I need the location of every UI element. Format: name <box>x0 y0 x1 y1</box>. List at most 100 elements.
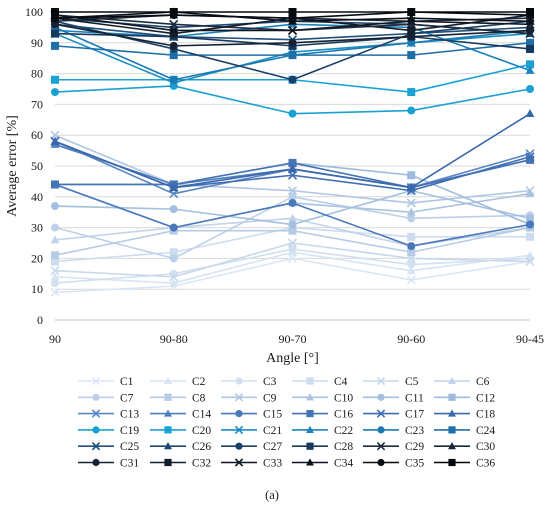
data-point <box>51 257 59 266</box>
data-point <box>525 189 535 198</box>
data-point <box>50 235 60 244</box>
data-point <box>526 220 534 229</box>
legend-item: C20 <box>150 425 211 437</box>
legend-label: C27 <box>263 441 282 453</box>
x-tick-label: 90-45 <box>516 332 544 346</box>
legend-label: C25 <box>120 441 139 453</box>
legend-swatch-marker <box>448 409 456 417</box>
data-point <box>169 51 178 60</box>
data-point <box>526 44 534 53</box>
data-point <box>407 88 416 97</box>
legend-item: C24 <box>434 425 495 437</box>
legend-swatch-marker <box>306 442 314 450</box>
data-point <box>169 272 179 282</box>
data-point <box>51 88 59 97</box>
legend-label: C31 <box>120 458 139 470</box>
data-point <box>288 245 297 254</box>
data-point <box>525 152 535 162</box>
legend-item: C8 <box>150 392 206 404</box>
legend-label: C32 <box>192 458 211 470</box>
data-point <box>288 198 297 207</box>
legend-swatch-marker <box>235 442 243 450</box>
y-tick-label: 30 <box>31 221 43 235</box>
legend-label: C5 <box>405 376 419 388</box>
legend-swatch-marker <box>164 409 172 417</box>
data-point <box>407 8 416 16</box>
legend-swatch-marker <box>92 458 100 467</box>
legend-item: C22 <box>292 425 353 437</box>
data-point <box>51 8 59 16</box>
legend-item: C26 <box>150 441 211 453</box>
y-tick-label: 80 <box>31 67 43 81</box>
data-point <box>407 38 416 47</box>
y-tick-label: 40 <box>31 190 43 204</box>
data-point <box>525 65 535 74</box>
x-tick-label: 90-70 <box>279 332 307 346</box>
data-point <box>526 155 534 164</box>
legend-swatch-marker <box>164 393 172 401</box>
legend: C1 C2 C3 C4 C5 C6 C7 C8 C9 C10 C11 C12 C13 C14 C15 C16 C… <box>78 376 495 470</box>
legend-item: C32 <box>150 458 211 470</box>
data-point <box>287 170 298 180</box>
data-point <box>169 25 179 36</box>
data-point <box>50 266 60 276</box>
legend-item: C16 <box>292 409 353 421</box>
data-point <box>169 41 178 50</box>
legend-item: C1 <box>78 376 134 388</box>
legend-item: C11 <box>363 392 424 404</box>
legend-swatch-marker <box>91 409 101 418</box>
data-point <box>288 192 297 201</box>
legend-swatch-marker <box>376 442 386 451</box>
legend-swatch-marker <box>306 393 314 401</box>
series-C24 <box>51 38 534 60</box>
legend-label: C35 <box>405 458 424 470</box>
data-point <box>287 186 298 196</box>
legend-swatch-marker <box>377 393 385 401</box>
legend-item: C31 <box>78 458 139 470</box>
data-point <box>169 278 179 287</box>
legend-swatch-marker <box>377 426 385 434</box>
data-point <box>407 26 416 35</box>
data-point <box>407 260 416 269</box>
series <box>50 7 535 297</box>
data-point <box>169 205 178 214</box>
legend-swatch-marker <box>234 393 244 402</box>
legend-swatch-marker <box>448 458 456 467</box>
x-tick-label: 90-60 <box>397 332 425 346</box>
data-point <box>525 109 535 118</box>
data-point <box>51 29 59 38</box>
data-point <box>288 220 297 229</box>
y-tick-label: 0 <box>37 313 43 327</box>
legend-label: C24 <box>476 425 495 437</box>
series-C18 <box>50 109 535 191</box>
legend-label: C28 <box>334 441 353 453</box>
legend-swatch-marker <box>164 376 172 385</box>
legend-swatch-marker <box>164 458 172 467</box>
data-point <box>406 13 416 22</box>
figure-caption: (a) <box>265 488 279 502</box>
data-point <box>50 136 60 145</box>
legend-label: C26 <box>192 441 211 453</box>
data-point <box>526 232 534 241</box>
data-point <box>51 41 59 50</box>
legend-item: C34 <box>292 458 353 470</box>
legend-label: C12 <box>476 392 495 404</box>
legend-item: C23 <box>363 425 424 437</box>
legend-label: C30 <box>476 441 495 453</box>
data-point <box>407 171 416 180</box>
legend-label: C10 <box>334 392 353 404</box>
data-point <box>526 60 534 69</box>
legend-item: C4 <box>292 376 348 388</box>
legend-swatch-marker <box>234 425 244 435</box>
data-point <box>51 75 59 84</box>
legend-label: C20 <box>192 425 211 437</box>
data-point <box>169 29 178 38</box>
data-point <box>51 202 59 211</box>
legend-swatch-marker <box>448 426 456 434</box>
legend-item: C15 <box>221 409 282 421</box>
data-point <box>406 198 416 208</box>
y-tick-label: 50 <box>31 159 43 173</box>
legend-label: C8 <box>192 392 206 404</box>
data-point <box>51 180 59 189</box>
